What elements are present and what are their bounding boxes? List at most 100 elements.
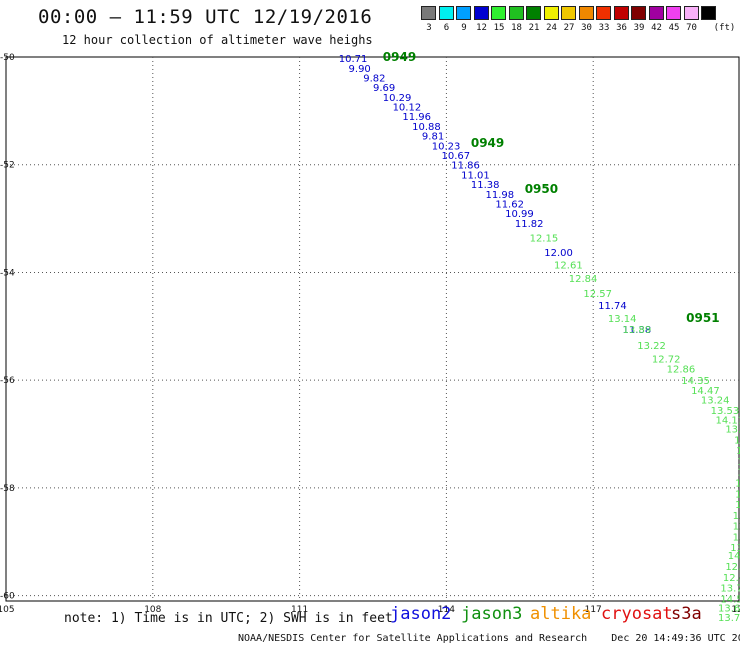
wave-height-label: 11.86 [451,161,480,172]
wave-height-label: 14.47 [691,386,720,397]
legend-label: 45 [668,23,680,33]
wave-height-label: 11.01 [461,170,490,181]
legend-label: 36 [616,23,627,33]
plot-frame [5,56,740,602]
legend-swatch [456,6,471,20]
legend-swatch [543,6,559,20]
legend-swatch [701,6,716,20]
legend-label: 6 [443,23,450,33]
time-label: 0949 [383,50,416,64]
satellite-label-altika: altika [530,604,592,624]
time-label: 0950 [525,182,558,196]
legend-swatch [613,6,629,20]
wave-height-label: 12.43 [723,573,740,584]
x-tick-label: 105 [0,605,15,615]
wave-height-label: 10.23 [432,141,461,152]
footer-note: note: 1) Time is in UTC; 2) SWH is in fe… [64,611,393,626]
wave-height-label: 11.74 [598,301,627,312]
legend-label: 15 [493,23,505,33]
legend-swatch [631,6,646,20]
wave-height-label: 12.41 [733,522,740,533]
legend-swatch [526,6,541,20]
wave-height-label: 12.72 [652,355,681,366]
legend-swatch [491,6,506,20]
legend-label: 42 [651,23,662,33]
legend-label: 3 [426,23,432,33]
wave-height-label: 10.88 [412,122,441,133]
time-label: 0951 [686,311,719,325]
wave-height-label: 13.84 [735,479,740,490]
wave-height-label: 13.70 [718,613,740,624]
wave-height-label: 11.38 [623,325,652,336]
chart-subtitle: 12 hour collection of altimeter wave hei… [62,33,373,47]
wave-height-label: 13.65 [738,457,740,468]
wave-height-label: 11.98 [486,190,515,201]
legend-swatch [473,6,489,20]
wave-height-label: 12.91 [738,468,740,479]
wave-height-label: 13.79 [720,584,740,595]
wave-height-label: 14.56 [720,594,740,605]
wave-height-label: 14.07 [735,500,740,511]
wave-height-label: 13.89 [623,325,652,336]
wave-height-label: 14.11 [716,415,740,426]
legend-label: 9 [461,23,467,33]
legend-label: 30 [581,23,592,33]
x-tick-label: 111 [291,605,308,615]
legend-swatch [666,6,681,20]
satellite-label-jason3: jason3 [461,604,523,624]
legend-swatch [438,6,454,20]
wave-height-label: 13.69 [736,446,740,457]
legend-swatch [421,6,436,20]
x-tick-label: 114 [438,605,455,615]
wave-height-label: 13.41 [733,511,740,522]
legend-label: 24 [546,23,557,33]
y-tick-label: -60 [0,592,15,602]
wave-height-label: 14.59 [735,489,740,500]
wave-height-label: 11.62 [495,200,524,211]
wave-height-label: 13.22 [637,341,666,352]
legend-label: 39 [633,23,645,33]
footer-credit: NOAA/NESDIS Center for Satellite Applica… [238,633,740,644]
wave-height-label: 12.61 [554,260,583,271]
wave-height-label: 11.38 [471,180,500,191]
legend-swatch [596,6,611,20]
wave-height-label: 13.98 [730,543,740,554]
wave-height-label: 9.82 [363,73,385,84]
legend-label: 33 [598,23,610,33]
y-tick-label: -54 [0,268,15,278]
satellite-label-s3a: s3a [671,604,702,624]
y-tick-label: -56 [0,376,15,386]
wave-height-label: 10.71 [339,54,368,65]
legend-swatch [648,6,664,20]
legend-label: 18 [511,23,522,33]
wave-height-label: 13.14 [608,314,637,325]
wave-height-label: 14.35 [681,376,710,387]
wave-height-label: 10.99 [505,209,534,220]
wave-height-label: 12.86 [667,364,696,375]
time-label: 0949 [471,136,504,150]
x-tick-label: 120 [731,605,740,615]
x-tick-label: 117 [585,605,602,615]
wave-height-label: 10.12 [393,103,422,114]
wave-height-label: 9.81 [422,132,444,143]
legend-label: 27 [563,23,575,33]
y-tick-label: -52 [0,161,15,171]
wave-height-label: 12.98 [725,562,740,573]
wave-height-label: 14.63 [728,551,740,562]
wave-height-label: 11.96 [402,112,431,123]
legend-swatch [683,6,699,20]
wave-height-label: 12.57 [583,289,612,300]
wave-height-label: 10.67 [442,151,471,162]
page-title: 00:00 – 11:59 UTC 12/19/2016 [38,6,373,28]
wave-height-label: 10.29 [383,93,412,104]
wave-height-label: 13.53 [711,406,740,417]
wave-height-label: 15.42 [733,532,740,543]
legend-swatch [508,6,524,20]
wave-height-label: 9.90 [349,64,371,75]
y-tick-label: -50 [0,53,15,63]
wave-height-label: 13.60 [718,603,740,614]
satellite-label-jason2: jason2 [390,604,452,624]
wave-height-label: 9.69 [373,83,395,94]
wave-height-label: 13.27 [725,425,740,436]
